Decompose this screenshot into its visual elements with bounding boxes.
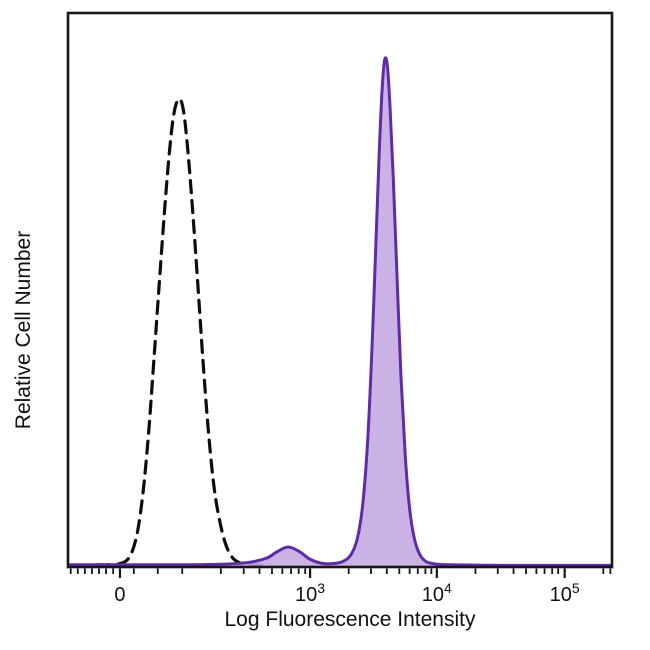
curves-layer xyxy=(69,56,611,566)
dashed-control-curve xyxy=(96,97,266,566)
x-tick-label: 0 xyxy=(114,584,125,606)
x-tick-label: 103 xyxy=(295,580,325,606)
plot-area xyxy=(68,13,612,567)
x-tick-label: 105 xyxy=(550,580,580,606)
purple-sample-curve xyxy=(69,56,611,566)
x-axis-label: Log Fluorescence Intensity xyxy=(225,608,476,631)
y-axis-label: Relative Cell Number xyxy=(12,231,35,429)
plot-border xyxy=(66,11,614,569)
x-tick-label: 104 xyxy=(422,580,452,606)
